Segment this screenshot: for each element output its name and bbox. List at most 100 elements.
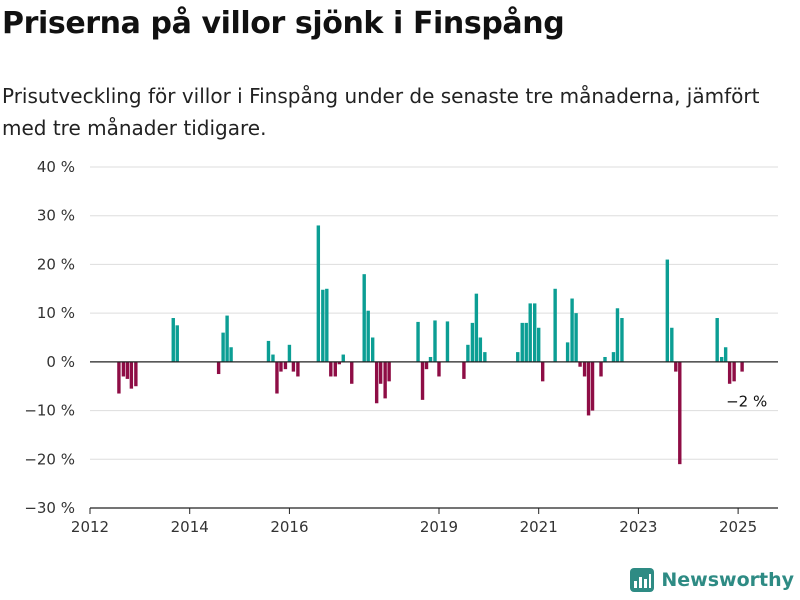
bar [603,356,607,362]
bar [723,347,728,362]
y-tick-label: −10 % [24,402,75,420]
bar [433,320,437,362]
x-tick-label: 2012 [71,518,109,536]
newsworthy-brand[interactable]: Newsworthy [630,568,794,592]
bar [171,318,175,362]
bar [611,352,616,362]
x-tick-label: 2019 [420,518,458,536]
bar [225,315,229,362]
bar [420,361,425,400]
bar [516,352,520,362]
bar [428,356,433,362]
bar [316,225,321,362]
bar [362,274,366,362]
bar [321,289,325,362]
bar [341,354,345,362]
bar [437,361,441,377]
chart-title: Priserna på villor sjönk i Finspång [2,6,565,41]
bar [574,313,578,362]
value-annotation: −2 % [726,393,767,411]
bar [378,361,383,384]
bar [387,361,391,382]
y-tick-label: −20 % [24,450,75,468]
bar [129,361,134,389]
bar [715,318,719,362]
bar [117,361,121,394]
bar [727,361,732,384]
bar [615,308,620,362]
brand-name: Newsworthy [661,569,794,591]
chart-subtitle: Prisutveckling för villor i Finspång und… [2,84,760,140]
bar [121,361,126,377]
bar [478,337,483,362]
bar [570,298,574,362]
y-tick-label: 10 % [37,304,75,322]
label-layer: 40 % 30 % 20 % 10 % 0 % −10 % −20 % −30 %2012 20… [24,158,767,536]
bar [620,318,624,362]
bar [216,361,221,375]
x-tick-label: 2025 [719,518,757,536]
bar [374,361,379,404]
x-tick-label: 2014 [171,518,209,536]
bar [266,340,271,362]
bar [279,361,283,372]
bar [445,321,450,362]
bar [582,361,587,377]
bar [732,361,736,382]
bar [670,327,674,362]
bar [674,361,678,372]
bar [175,325,179,362]
bar [466,344,470,362]
bar [383,361,387,399]
bar [366,310,370,362]
bar [678,361,682,465]
bar [329,361,333,377]
bar [536,327,541,362]
y-tick-label: 40 % [37,158,75,176]
bar [424,361,429,370]
bar [275,361,279,394]
bar [416,321,420,362]
bar [283,361,288,370]
bar [586,361,591,416]
bar [474,293,479,362]
bar [333,361,337,377]
bar [296,361,300,377]
y-tick-label: 30 % [37,207,75,225]
bar [125,361,130,379]
bar [524,322,528,362]
bar [533,303,537,362]
x-tick-label: 2023 [619,518,657,536]
bar [520,322,524,362]
bar [221,332,225,362]
x-tick-label: 2016 [270,518,308,536]
bar [291,361,296,372]
bar [553,288,557,362]
y-tick-label: −30 % [24,499,75,517]
y-tick-label: 0 % [46,353,75,371]
x-tick-label: 2021 [520,518,558,536]
bar [540,361,545,382]
bar [462,361,466,379]
bar [599,361,603,377]
bars-layer [117,225,744,465]
bar [528,303,532,362]
bar [370,337,375,362]
bar [740,361,744,372]
y-tick-label: 20 % [37,255,75,273]
bar [287,344,292,362]
bar [590,361,595,411]
bar [325,288,329,362]
axis-layer [89,361,778,514]
bar [134,361,138,387]
bar [719,356,724,362]
bar [229,347,233,362]
bar [271,354,275,362]
bar [565,342,570,362]
bar [665,259,670,362]
bar [350,361,354,384]
bar [578,361,582,367]
newsworthy-logo-icon [630,568,655,592]
bar [483,352,487,362]
grid-layer [90,166,778,460]
